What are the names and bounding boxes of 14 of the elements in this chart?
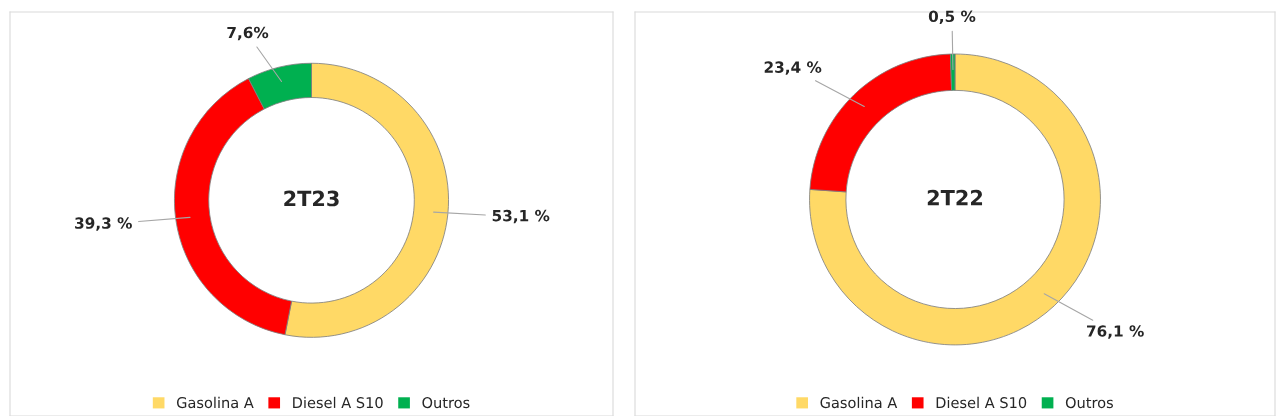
data-label: 39,3 %: [75, 217, 132, 231]
legend-label: Outros: [1065, 397, 1113, 409]
legend-label: Diesel A S10: [936, 396, 1027, 409]
legend-label: Diesel A S10: [293, 396, 383, 409]
legend-label: Outros: [422, 397, 470, 409]
data-label: 76,1 %: [1087, 325, 1144, 339]
data-label: 7,6%: [227, 26, 269, 41]
legend-label: Gasolina A: [820, 396, 898, 409]
data-label: 53,1 %: [492, 209, 550, 224]
data-label: 0,5 %: [928, 10, 976, 25]
text: 2T23: [284, 190, 339, 207]
text: 2T22: [927, 189, 983, 206]
legend-label: Gasolina A: [176, 396, 254, 409]
data-label: 23,4 %: [764, 61, 822, 75]
